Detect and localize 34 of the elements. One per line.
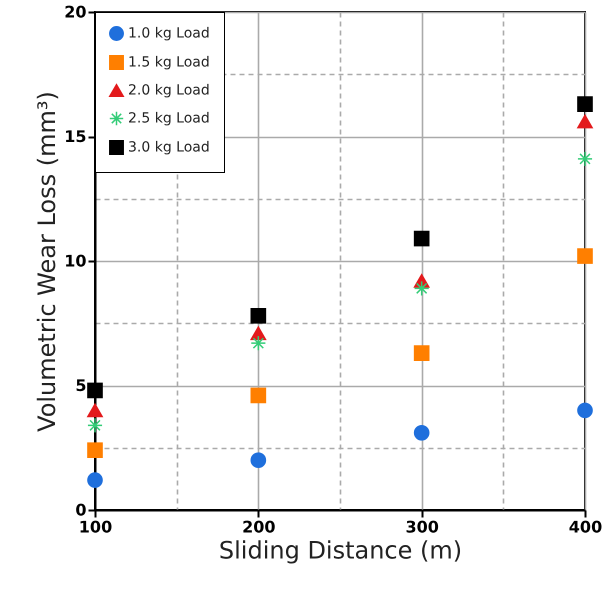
legend-label: 1.5 kg Load bbox=[128, 54, 210, 70]
point bbox=[414, 230, 430, 246]
point bbox=[414, 345, 430, 361]
point bbox=[250, 452, 266, 468]
x-tick-label: 300 bbox=[405, 518, 439, 536]
y-tick-label: 0 bbox=[75, 500, 86, 520]
x-axis-title: Sliding Distance (m) bbox=[218, 536, 462, 564]
point bbox=[577, 151, 593, 167]
point bbox=[87, 382, 103, 398]
point bbox=[577, 114, 593, 128]
point bbox=[250, 388, 266, 404]
legend-label: 2.5 kg Load bbox=[128, 110, 210, 126]
point bbox=[87, 404, 103, 418]
y-tick-label: 15 bbox=[64, 127, 86, 146]
point bbox=[577, 248, 593, 264]
legend-label: 1.0 kg Load bbox=[128, 26, 210, 42]
point bbox=[414, 280, 430, 296]
point bbox=[87, 472, 103, 488]
y-tick-label: 10 bbox=[64, 252, 86, 270]
point bbox=[87, 442, 103, 458]
y-tick-label: 5 bbox=[75, 376, 86, 395]
legend-label: 2.0 kg Load bbox=[128, 82, 210, 98]
point bbox=[87, 418, 103, 434]
point bbox=[577, 402, 593, 418]
point bbox=[250, 335, 266, 351]
point bbox=[414, 425, 430, 441]
x-tick-label: 200 bbox=[242, 518, 276, 536]
y-tick-label: 20 bbox=[64, 2, 86, 22]
x-tick-label: 400 bbox=[568, 518, 602, 536]
x-tick-label: 100 bbox=[78, 518, 112, 536]
point bbox=[577, 96, 593, 112]
point bbox=[250, 308, 266, 324]
legend-label: 3.0 kg Load bbox=[128, 140, 210, 156]
y-axis-title: Volumetric Wear Loss (mm³) bbox=[33, 91, 62, 432]
